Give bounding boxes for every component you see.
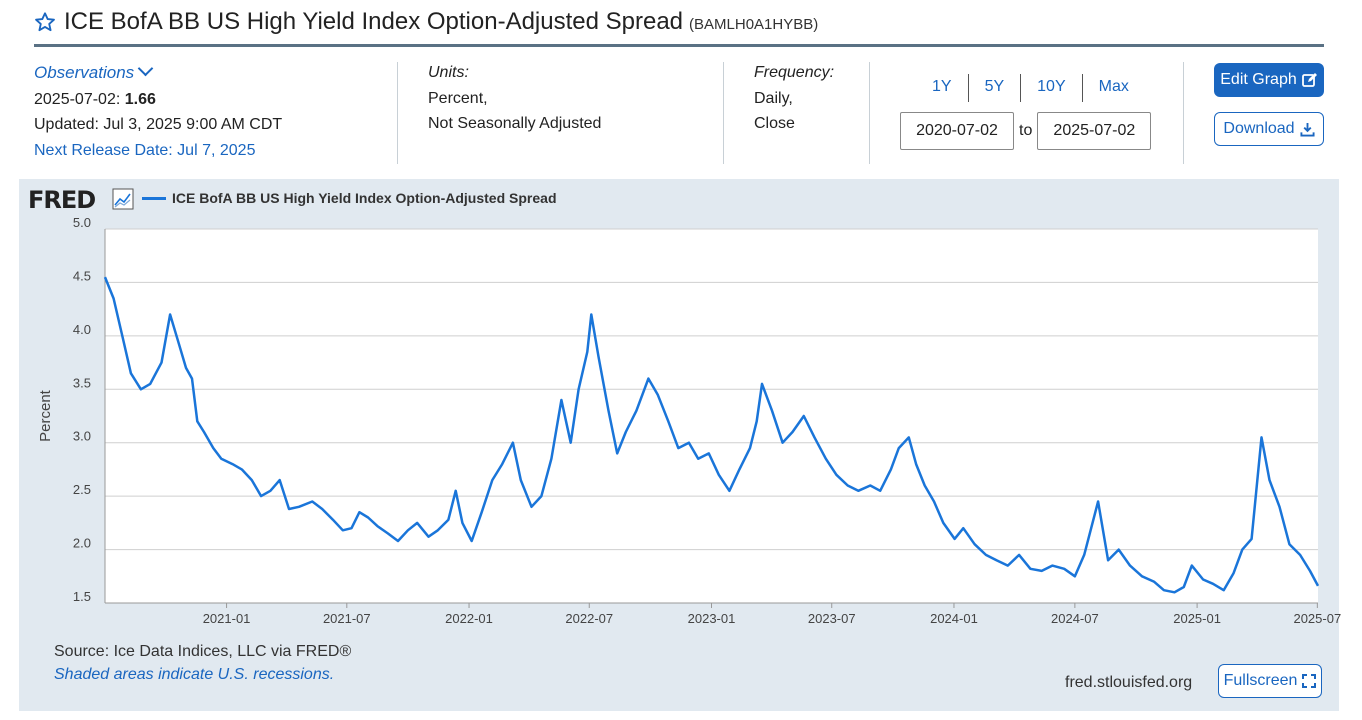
plot-area [105, 229, 1318, 603]
column-divider [397, 62, 398, 164]
observations-label[interactable]: Observations [34, 63, 135, 82]
x-tick-label: 2025-01 [1173, 611, 1221, 626]
fred-logo: FRED [28, 186, 96, 214]
header-divider [34, 44, 1324, 47]
units-panel: Units: Percent, Not Seasonally Adjusted [428, 60, 718, 137]
observation-date: 2025-07-02: [34, 90, 121, 108]
units-line2: Not Seasonally Adjusted [428, 115, 602, 132]
edit-graph-button[interactable]: Edit Graph [1214, 63, 1324, 97]
star-outline-icon[interactable] [34, 11, 56, 33]
y-tick-label: 4.5 [73, 268, 91, 283]
x-tick-label: 2023-01 [688, 611, 736, 626]
range-1y-button[interactable]: 1Y [916, 74, 969, 102]
series-line [103, 276, 1320, 594]
to-label: to [1019, 122, 1033, 139]
observations-panel: Observations 2025-07-02: 1.66 Updated: J… [34, 60, 394, 163]
range-buttons: 1Y 5Y 10Y Max [916, 74, 1145, 102]
y-tick-label: 5.0 [73, 215, 91, 230]
x-tick-label: 2022-01 [445, 611, 493, 626]
start-date-input[interactable] [900, 112, 1014, 150]
x-tick-label: 2025-07 [1293, 611, 1341, 626]
edit-icon [1301, 72, 1318, 88]
frequency-panel: Frequency: Daily, Close [754, 60, 864, 137]
x-tick-label: 2021-01 [203, 611, 251, 626]
source-text: Source: Ice Data Indices, LLC via FRED® [54, 643, 352, 660]
page-title: ICE BofA BB US High Yield Index Option-A… [64, 8, 684, 35]
fred-url: fred.stlouisfed.org [1065, 674, 1193, 691]
y-tick-label: 1.5 [73, 589, 91, 604]
title-row: ICE BofA BB US High Yield Index Option-A… [34, 6, 818, 38]
legend-swatch [142, 196, 166, 200]
y-tick-label: 3.0 [73, 429, 91, 444]
y-tick-label: 2.5 [73, 482, 91, 497]
download-button[interactable]: Download [1214, 112, 1324, 146]
chart-legend: ICE BofA BB US High Yield Index Option-A… [142, 190, 557, 206]
y-axis-label: Percent [37, 389, 54, 442]
y-tick-label: 2.0 [73, 536, 91, 551]
end-date-input[interactable] [1037, 112, 1152, 150]
recession-note: Shaded areas indicate U.S. recessions. [54, 666, 335, 683]
fred-graph-icon [112, 188, 134, 210]
observations-toggle[interactable]: Observations [34, 60, 394, 87]
download-icon [1300, 122, 1315, 137]
observation-value: 1.66 [124, 90, 156, 108]
units-line1: Percent, [428, 89, 488, 107]
fullscreen-button[interactable]: Fullscreen [1218, 664, 1322, 698]
edit-graph-label: Edit Graph [1220, 71, 1297, 88]
next-release-link[interactable]: Next Release Date: Jul 7, 2025 [34, 141, 256, 159]
range-5y-button[interactable]: 5Y [969, 74, 1022, 102]
frequency-line2: Close [754, 115, 795, 132]
x-tick-label: 2024-01 [930, 611, 978, 626]
range-max-button[interactable]: Max [1098, 78, 1129, 95]
frequency-line1: Daily, [754, 89, 793, 107]
x-tick-label: 2023-07 [808, 611, 856, 626]
fullscreen-icon [1302, 674, 1317, 688]
date-range: to [900, 112, 1152, 150]
x-tick-label: 2024-07 [1051, 611, 1099, 626]
units-label: Units: [428, 64, 469, 81]
updated-text: Updated: Jul 3, 2025 9:00 AM CDT [34, 116, 283, 133]
frequency-label: Frequency: [754, 64, 835, 81]
x-tick-label: 2021-07 [323, 611, 371, 626]
legend-label: ICE BofA BB US High Yield Index Option-A… [172, 190, 557, 206]
range-10y-button[interactable]: 10Y [1021, 74, 1083, 102]
column-divider [869, 62, 870, 164]
y-tick-label: 4.0 [73, 322, 91, 337]
y-tick-label: 3.5 [73, 375, 91, 390]
x-tick-label: 2022-07 [565, 611, 613, 626]
fullscreen-label: Fullscreen [1223, 672, 1298, 689]
column-divider [723, 62, 724, 164]
download-label: Download [1223, 120, 1295, 137]
column-divider [1183, 62, 1184, 164]
series-id: (BAMLH0A1HYBB) [689, 15, 819, 33]
